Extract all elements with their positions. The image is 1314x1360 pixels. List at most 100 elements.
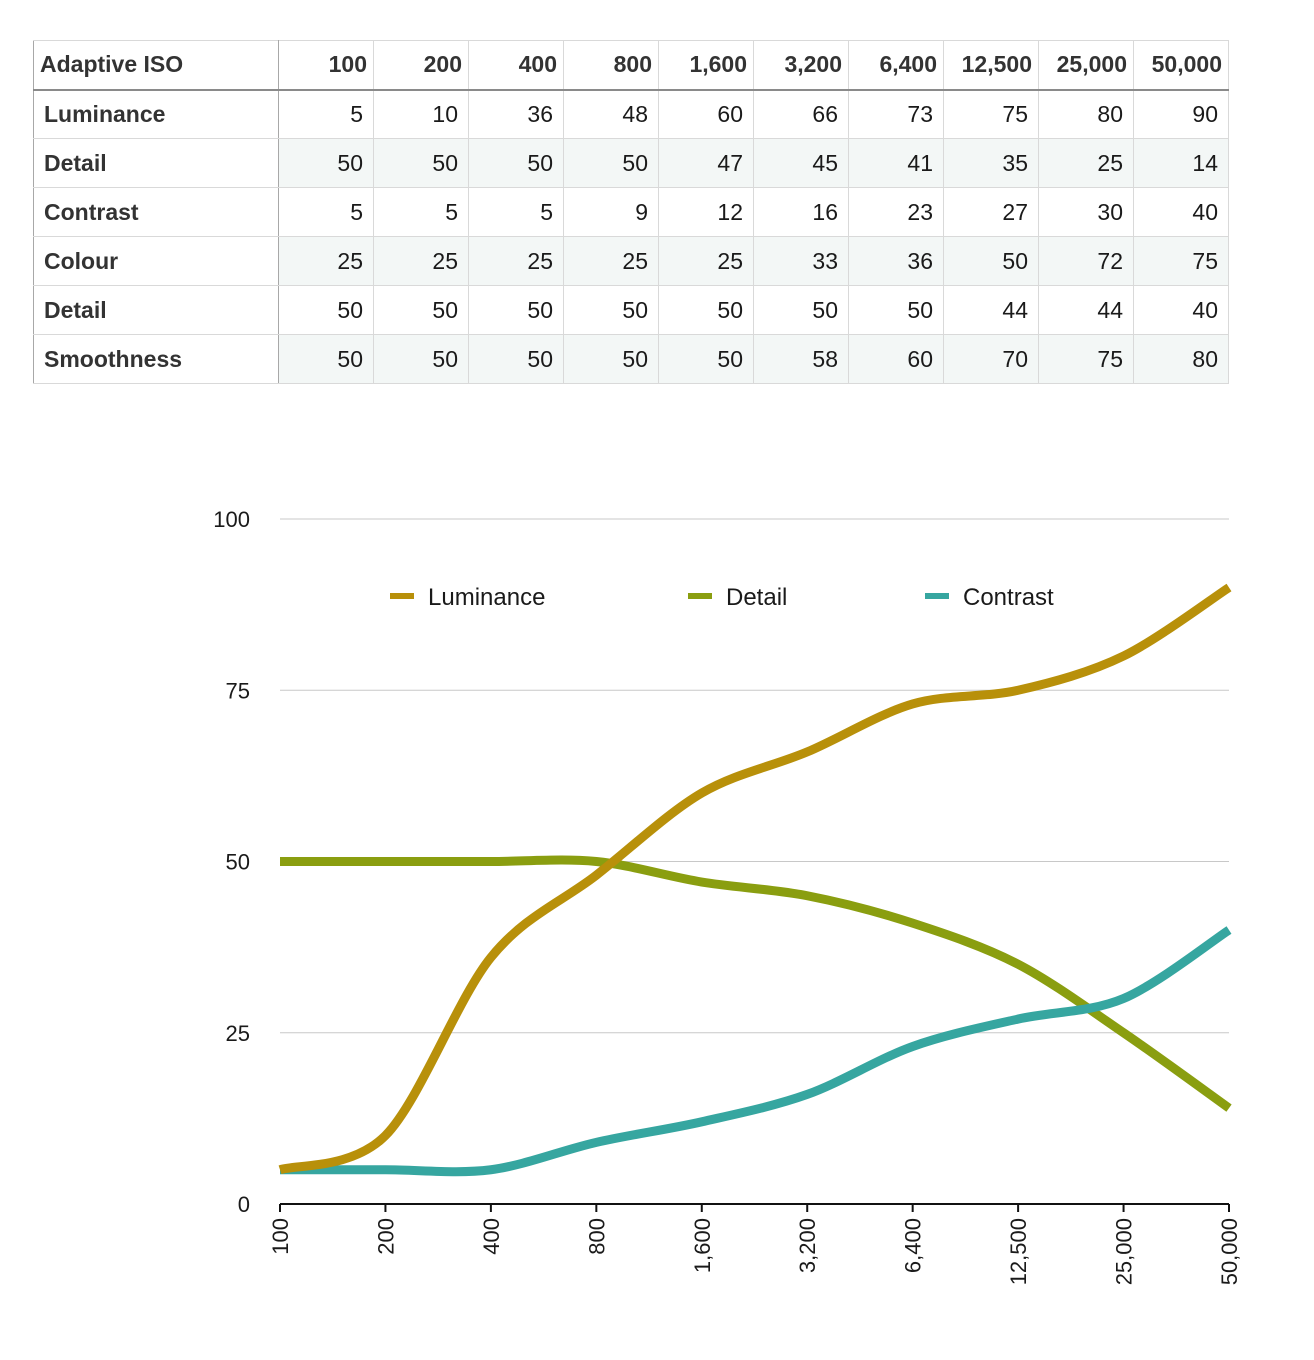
table-cell: 50 (563, 138, 659, 188)
table-cell: 50 (278, 334, 374, 384)
x-tick-label: 400 (479, 1218, 504, 1255)
table-cell: 9 (563, 187, 659, 237)
row-label: Detail (33, 285, 279, 335)
y-tick-label: 50 (226, 850, 250, 875)
table-cell: 90 (1133, 89, 1229, 139)
table-cell: 50 (373, 138, 469, 188)
table-cell: 75 (1038, 334, 1134, 384)
series-line-detail (280, 855, 1232, 1112)
table-row: Detail 50 50 50 50 50 50 50 44 44 40 (33, 285, 1229, 335)
table-cell: 50 (468, 285, 564, 335)
table-cell: 12 (658, 187, 754, 237)
table-cell: 58 (753, 334, 849, 384)
table-cell: 44 (1038, 285, 1134, 335)
table-cell: 60 (658, 89, 754, 139)
row-label: Contrast (33, 187, 279, 237)
column-header: 12,500 (943, 40, 1039, 91)
series-line-contrast (280, 926, 1232, 1177)
x-tick-label: 25,000 (1112, 1218, 1137, 1285)
table-header-row: Adaptive ISO 100 200 400 800 1,600 3,200 6,400 1… (33, 40, 1229, 91)
column-header: 3,200 (753, 40, 849, 91)
legend-label: Contrast (963, 584, 1054, 611)
table-cell: 50 (563, 334, 659, 384)
table-row: Detail 50 50 50 50 47 45 41 35 25 14 (33, 138, 1229, 188)
column-header: 25,000 (1038, 40, 1134, 91)
table-cell: 5 (278, 187, 374, 237)
table-cell: 25 (373, 236, 469, 286)
table-cell: 50 (658, 334, 754, 384)
legend-label: Detail (726, 584, 787, 611)
column-header: 100 (278, 40, 374, 91)
table-cell: 40 (1133, 187, 1229, 237)
table-cell: 50 (753, 285, 849, 335)
y-tick-label: 0 (238, 1192, 250, 1217)
table-cell: 50 (373, 285, 469, 335)
table-cell: 35 (943, 138, 1039, 188)
table-cell: 25 (658, 236, 754, 286)
data-table: Adaptive ISO 100 200 400 800 1,600 3,200 6,400 1… (33, 40, 1229, 384)
y-tick-label: 100 (213, 507, 250, 532)
line-chart: 0 25 50 75 100 100 200 400 800 1,600 3,200 6,400 12… (213, 507, 1242, 1285)
table-cell: 10 (373, 89, 469, 139)
table-cell: 72 (1038, 236, 1134, 286)
table-cell: 23 (848, 187, 944, 237)
table-cell: 50 (278, 138, 374, 188)
series-line-luminance (278, 583, 1232, 1175)
table-cell: 50 (943, 236, 1039, 286)
table-cell: 44 (943, 285, 1039, 335)
table-cell: 5 (278, 89, 374, 139)
legend-label: Luminance (428, 584, 545, 611)
chart-series (278, 583, 1232, 1177)
row-label: Luminance (33, 89, 279, 139)
x-tick-label: 100 (268, 1218, 293, 1255)
table-cell: 25 (563, 236, 659, 286)
x-tick-label: 200 (373, 1218, 398, 1255)
table-row: Smoothness 50 50 50 50 50 58 60 70 75 80 (33, 334, 1229, 384)
x-tick-label: 6,400 (901, 1218, 926, 1273)
x-tick-label: 3,200 (795, 1218, 820, 1273)
x-axis-ticks: 100 200 400 800 1,600 3,200 6,400 12,500 25,000 5… (268, 1204, 1242, 1285)
table-cell: 70 (943, 334, 1039, 384)
column-header: 200 (373, 40, 469, 91)
y-tick-label: 75 (226, 678, 250, 703)
table-cell: 27 (943, 187, 1039, 237)
table-cell: 25 (1038, 138, 1134, 188)
table-cell: 60 (848, 334, 944, 384)
column-header: 6,400 (848, 40, 944, 91)
table-cell: 36 (848, 236, 944, 286)
row-label: Smoothness (33, 334, 279, 384)
table-cell: 47 (658, 138, 754, 188)
table-cell: 40 (1133, 285, 1229, 335)
y-axis-ticks: 0 25 50 75 100 (213, 507, 250, 1217)
table-cell: 33 (753, 236, 849, 286)
x-tick-label: 50,000 (1217, 1218, 1242, 1285)
row-label: Colour (33, 236, 279, 286)
table-cell: 80 (1038, 89, 1134, 139)
table-header: Adaptive ISO 100 200 400 800 1,600 3,200 6,400 1… (33, 40, 1229, 91)
column-header: 800 (563, 40, 659, 91)
column-header: 50,000 (1133, 40, 1229, 91)
table-cell: 50 (658, 285, 754, 335)
x-tick-label: 12,500 (1006, 1218, 1031, 1285)
table-cell: 30 (1038, 187, 1134, 237)
table-cell: 48 (563, 89, 659, 139)
table-cell: 41 (848, 138, 944, 188)
table-cell: 66 (753, 89, 849, 139)
table-row: Colour 25 25 25 25 25 33 36 50 72 75 (33, 236, 1229, 286)
y-tick-label: 25 (226, 1021, 250, 1046)
table-cell: 50 (563, 285, 659, 335)
column-header: 1,600 (658, 40, 754, 91)
x-tick-label: 1,600 (690, 1218, 715, 1273)
table-cell: 50 (468, 138, 564, 188)
table-body: Luminance 5 10 36 48 60 66 73 75 80 90 Detail 50 50 50… (33, 89, 1229, 384)
table-cell: 50 (278, 285, 374, 335)
chart-legend: Luminance Detail Contrast (390, 584, 1054, 611)
table-cell: 16 (753, 187, 849, 237)
table-cell: 50 (468, 334, 564, 384)
table-cell: 80 (1133, 334, 1229, 384)
table-cell: 14 (1133, 138, 1229, 188)
table-corner-label: Adaptive ISO (33, 40, 279, 91)
table-cell: 50 (848, 285, 944, 335)
table-row: Luminance 5 10 36 48 60 66 73 75 80 90 (33, 89, 1229, 139)
table-cell: 5 (373, 187, 469, 237)
